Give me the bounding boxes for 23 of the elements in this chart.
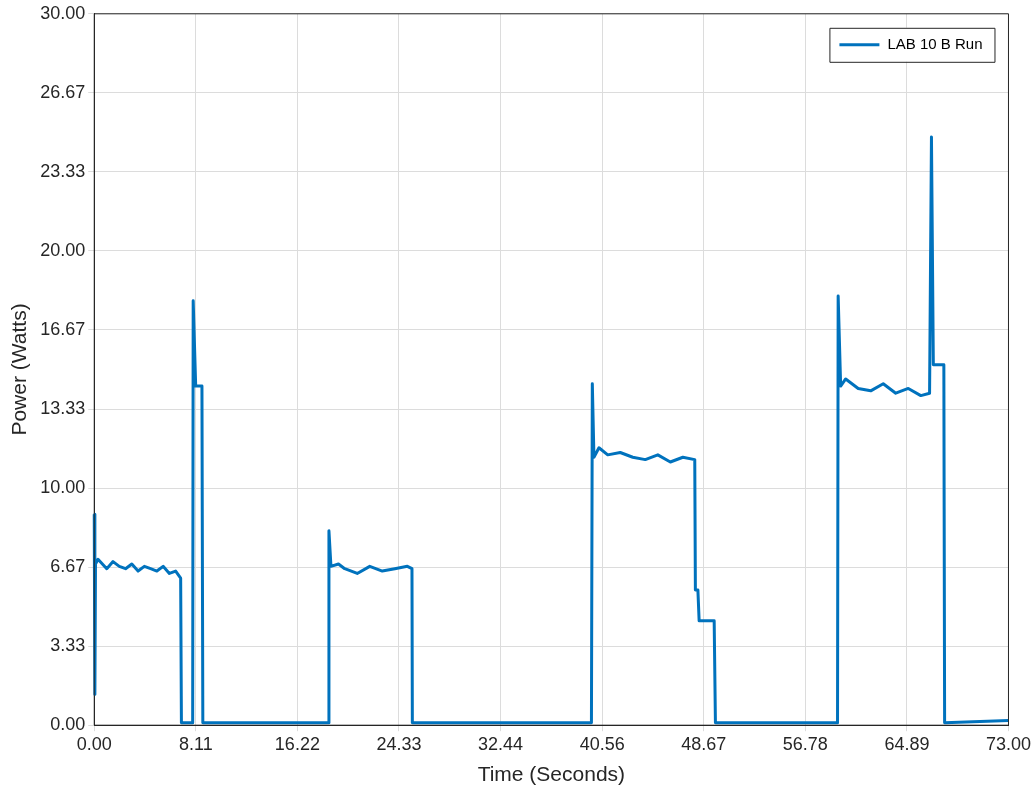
y-tick-label: 26.67 [40,81,86,102]
x-tick-label: 56.78 [782,733,828,754]
y-tick-label: 0.00 [50,714,86,735]
x-tick-label: 48.67 [681,733,727,754]
y-tick-label: 10.00 [40,477,86,498]
y-tick-label: 6.67 [50,556,86,576]
y-tick-label: 20.00 [40,239,86,260]
y-tick-label: 3.33 [50,635,86,656]
x-tick-label: 40.56 [579,733,625,754]
y-tick-label: 30.00 [40,2,86,23]
x-tick-label: 24.33 [376,733,422,754]
legend-label: LAB 10 B Run [887,34,983,52]
x-tick-label: 0.00 [76,733,112,754]
y-tick-label: 16.67 [40,318,86,339]
x-axis-title: Time (Seconds) [477,762,626,786]
y-axis-title: Power (Watts) [7,303,31,436]
x-tick-label: 32.44 [477,733,524,754]
x-tick-label: 73.00 [985,733,1031,754]
x-tick-label: 64.89 [884,733,930,754]
y-tick-label: 23.33 [40,160,86,181]
x-tick-label: 16.22 [274,733,320,754]
y-tick-label: 13.33 [40,398,86,419]
x-tick-label: 8.11 [178,733,213,754]
